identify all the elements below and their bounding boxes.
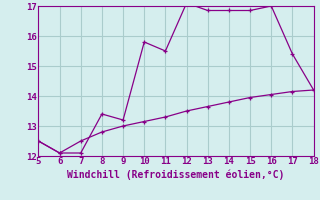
X-axis label: Windchill (Refroidissement éolien,°C): Windchill (Refroidissement éolien,°C): [67, 169, 285, 180]
